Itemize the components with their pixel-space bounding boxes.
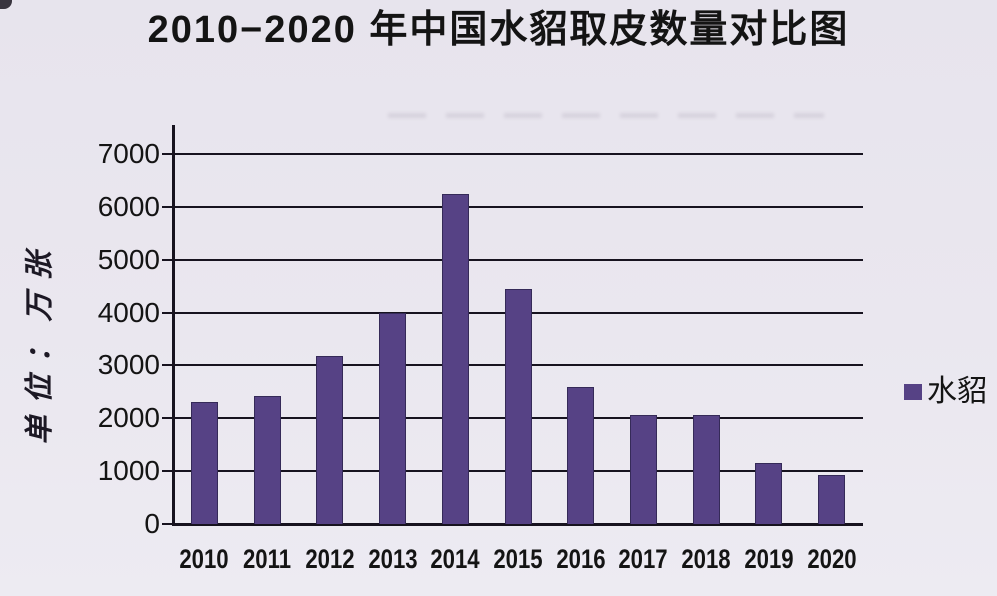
gridline-5000 (173, 258, 863, 261)
y-axis-tick-label-5000: 5000 (97, 243, 160, 275)
bar-2017 (629, 414, 657, 524)
y-axis-tick-2000 (162, 417, 173, 420)
x-axis-label-2014: 2014 (430, 544, 480, 574)
chart-title: 2010−2020 年中国水貂取皮数量对比图 (147, 9, 850, 51)
bar-2012 (316, 356, 344, 524)
y-axis-line (171, 125, 175, 526)
gridline-7000 (173, 153, 863, 155)
bar-2015 (504, 289, 532, 524)
y-axis-tick-label-7000: 7000 (97, 138, 160, 169)
bar-2020 (818, 474, 846, 524)
y-axis-tick-6000 (162, 205, 173, 208)
x-axis-label-2015: 2015 (493, 544, 543, 574)
x-axis-label-2019: 2019 (744, 544, 794, 574)
y-axis-tick-label-1000: 1000 (97, 455, 160, 487)
legend-label: 水貂 (927, 375, 987, 408)
watermark-remnant (388, 113, 824, 118)
bar-2018 (692, 415, 720, 524)
x-axis-label-2018: 2018 (681, 544, 731, 574)
y-axis-tick-7000 (162, 153, 173, 155)
x-axis-label-2012: 2012 (305, 544, 355, 574)
x-axis-label-2010: 2010 (179, 544, 229, 574)
gridline-6000 (173, 205, 863, 208)
y-axis-tick-0 (162, 523, 173, 525)
y-axis-tick-label-6000: 6000 (97, 190, 160, 222)
bar-2010 (190, 402, 218, 524)
bar-2011 (253, 395, 281, 524)
scan-artifact-corner (0, 0, 12, 9)
y-axis-tick-label-4000: 4000 (97, 296, 160, 328)
bar-2014 (441, 193, 469, 524)
bar-2016 (567, 386, 595, 524)
y-axis-tick-label-0: 0 (144, 508, 160, 539)
x-axis-label-2011: 2011 (243, 544, 292, 574)
bar-2013 (379, 312, 407, 524)
legend-swatch (904, 384, 922, 400)
x-axis-label-2013: 2013 (367, 544, 418, 574)
y-axis-tick-5000 (162, 258, 173, 261)
legend: 水貂 (904, 377, 987, 407)
y-axis-tick-1000 (162, 470, 173, 473)
x-axis-label-2020: 2020 (806, 544, 857, 574)
y-axis-tick-label-2000: 2000 (97, 402, 160, 434)
x-axis-label-2017: 2017 (618, 544, 669, 574)
bar-2019 (755, 462, 783, 524)
x-axis-line (171, 522, 863, 526)
y-axis-tick-4000 (162, 311, 173, 314)
y-axis-tick-3000 (162, 364, 173, 367)
y-axis-unit-label: 单位：万张 (24, 239, 56, 445)
y-axis-tick-label-3000: 3000 (97, 349, 160, 381)
x-axis-label-2016: 2016 (556, 544, 606, 574)
